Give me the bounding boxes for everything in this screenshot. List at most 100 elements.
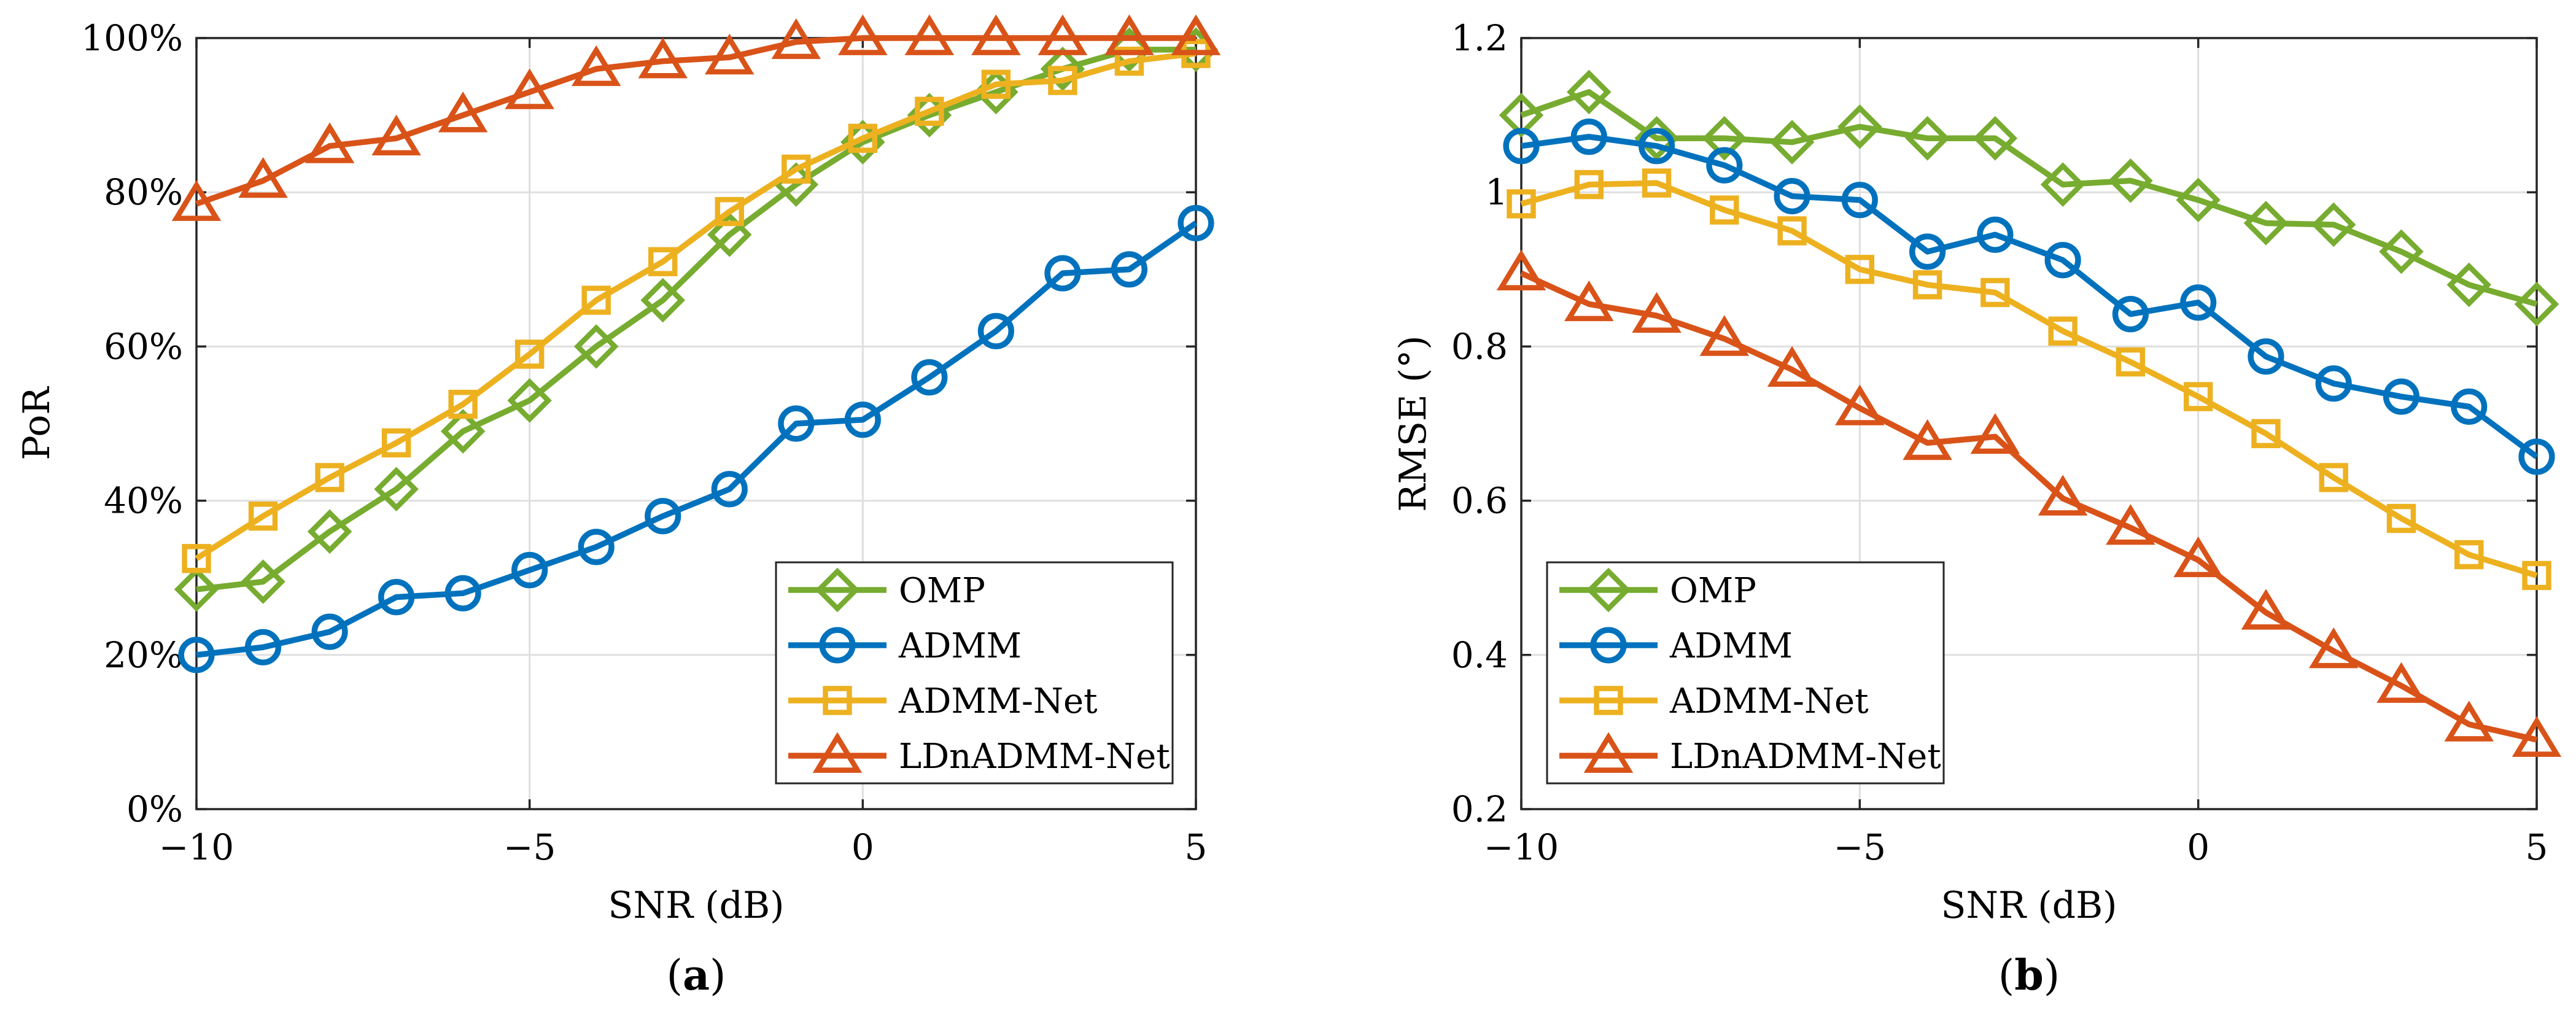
data-point	[1111, 251, 1148, 288]
data-point	[1980, 277, 2010, 308]
legend-item: LDnADMM-Net	[1559, 732, 1941, 777]
y-tick-label: 60%	[104, 325, 183, 367]
axes-box	[1520, 37, 2538, 810]
y-tick-label: 1	[1485, 171, 1508, 213]
data-point	[1632, 292, 1682, 333]
data-point	[1702, 115, 1747, 161]
series-ldnadmm-net	[1496, 249, 2562, 757]
data-point	[1769, 120, 1815, 165]
data-point	[2040, 162, 2085, 207]
data-point	[1507, 189, 1536, 219]
data-point	[2173, 536, 2223, 578]
legend-item: ADMM-Net	[788, 681, 1098, 721]
data-point	[2522, 560, 2551, 591]
data-point	[1903, 419, 1952, 460]
legend-item: ADMM-Net	[1559, 681, 1869, 721]
data-point	[2386, 503, 2416, 533]
series-line	[196, 220, 1198, 658]
data-point	[2376, 662, 2426, 703]
data-point	[1496, 249, 1546, 290]
x-tick-label: 0	[852, 826, 874, 868]
data-point	[2512, 716, 2562, 757]
y-axis-label: RMSE (°)	[1392, 335, 1435, 511]
legend-label: ADMM-Net	[1669, 681, 1869, 721]
data-point	[2454, 540, 2484, 570]
legend-label: LDnADMM-Net	[899, 737, 1170, 777]
data-point	[1710, 195, 1739, 225]
data-point	[171, 180, 222, 221]
data-point	[2180, 284, 2217, 321]
series-admm	[178, 204, 1214, 673]
data-point	[2106, 504, 2155, 545]
axes-box	[195, 37, 1197, 810]
data-point	[2311, 202, 2356, 247]
legend-label: ADMM-Net	[898, 681, 1098, 721]
data-point	[782, 154, 811, 184]
data-point	[844, 401, 881, 438]
x-tick-label: 5	[2526, 826, 2548, 868]
legend-marker	[1583, 732, 1634, 773]
series-line	[195, 35, 1196, 207]
data-point	[241, 559, 285, 604]
data-point	[371, 114, 421, 156]
data-point	[448, 389, 478, 419]
y-tick-label: 1.2	[1451, 17, 1508, 59]
legend-label: OMP	[899, 571, 985, 611]
data-point	[1114, 46, 1144, 76]
data-point	[2444, 700, 2494, 742]
data-point	[1642, 168, 1672, 198]
y-tick-label: 0.2	[1451, 788, 1508, 830]
data-point	[1837, 104, 1882, 149]
data-point	[1977, 216, 2014, 253]
legend-item: OMP	[788, 567, 985, 613]
data-point	[578, 529, 615, 565]
legend: OMP ADMM ADMM-Net LDnADMM-Net	[775, 561, 1174, 785]
data-point	[778, 405, 815, 442]
data-point	[705, 33, 755, 75]
data-point	[2243, 201, 2289, 246]
y-tick-label: 100%	[81, 17, 183, 59]
data-point	[2116, 347, 2146, 377]
legend-item: ADMM	[788, 626, 1022, 666]
data-point	[374, 467, 419, 512]
data-point	[511, 552, 548, 589]
legend-item: ADMM	[1559, 626, 1793, 666]
data-point	[648, 247, 678, 276]
y-tick-label: 0.6	[1451, 480, 1508, 522]
y-tick-label: 20%	[104, 634, 183, 676]
data-point	[1044, 255, 1081, 292]
data-point	[1699, 315, 1750, 356]
data-point	[2514, 282, 2559, 327]
data-point	[438, 91, 488, 133]
data-point	[1912, 270, 1942, 300]
legend-marker	[819, 627, 856, 664]
data-point	[1503, 128, 1540, 165]
data-point	[1970, 413, 2020, 454]
chart-panel-b: −10 −5 0 5 0.2 0.4 0.6 0.8 1 1.2 SNR (dB) RMSE (°) O…	[1392, 17, 2562, 1000]
data-point	[174, 567, 219, 612]
legend-marker	[823, 686, 852, 715]
x-tick-label: −10	[159, 826, 234, 868]
data-point	[915, 96, 944, 126]
x-axis-label: SNR (dB)	[1941, 884, 2117, 927]
legend-marker	[1590, 627, 1627, 664]
data-point	[2176, 177, 2221, 223]
legend-marker	[815, 567, 860, 613]
legend-label: OMP	[1670, 571, 1756, 611]
data-point	[911, 359, 948, 396]
data-point	[581, 285, 611, 315]
data-point	[1634, 115, 1679, 161]
legend-label: ADMM	[898, 626, 1022, 666]
data-point	[505, 68, 554, 109]
data-point	[440, 409, 486, 454]
legend-label: ADMM	[1669, 626, 1793, 666]
data-point	[2446, 262, 2492, 308]
data-point	[1767, 346, 1817, 387]
data-point	[771, 18, 821, 60]
data-point	[1841, 182, 1878, 219]
y-tick-label: 40%	[104, 480, 183, 522]
data-point	[2251, 419, 2281, 449]
data-point	[715, 196, 744, 227]
data-point	[1177, 204, 1214, 242]
